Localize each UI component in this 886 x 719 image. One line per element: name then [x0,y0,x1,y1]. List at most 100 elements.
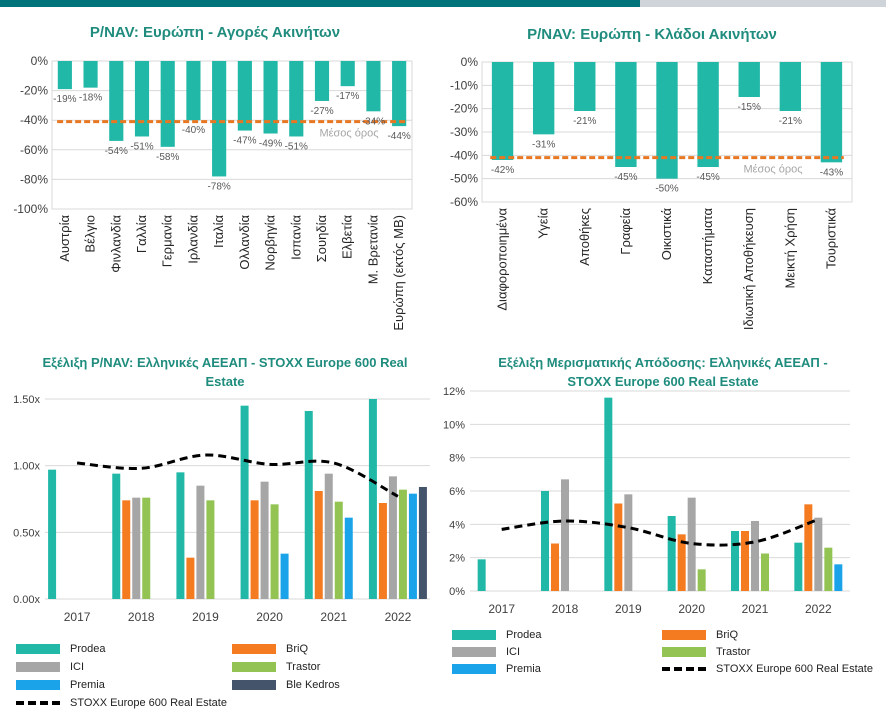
chart3-bar-prodea [240,405,249,599]
chart1-bar [289,61,304,137]
chart4-stoxx-line [501,517,819,547]
chart3-bar-ici [324,473,333,599]
chart4-legend-label: Trastor [716,646,751,658]
chart1-bar [212,61,227,177]
chart4-legend-label: STOXX Europe 600 Real Estate [716,663,873,675]
chart2-data-label: -15% [738,102,761,113]
chart3-bar-trastor [334,501,343,599]
chart4-ytick-label: 6% [449,486,465,498]
chart3-bar-ici [132,497,141,599]
chart1-category-label: Γερμανία [160,215,175,268]
chart4-bar-prodea [604,397,613,591]
chart4-legend-label: Prodea [506,629,542,641]
chart1-ytick-label: -20% [20,84,48,98]
chart1-ytick-label: 0% [31,54,49,68]
chart3-legend-label: BriQ [286,643,308,655]
chart4-bar-prodea [477,559,486,591]
chart4-bar-prodea [541,491,549,591]
chart3-category-label: 2022 [385,610,412,624]
chart4-bar-trastor [824,547,833,591]
chart3-bar-prodea [48,469,57,599]
chart3-legend-item: Premia [16,678,105,692]
chart1-ytick-label: -80% [20,172,48,186]
chart2-bar [615,62,637,167]
chart4-bar-ici [814,517,823,591]
chart3-legend-item: Trastor [232,660,320,674]
chart4-ytick-label: 10% [443,419,465,431]
chart4-ytick-label: 8% [449,453,465,465]
chart4-bar-ici [624,494,633,591]
chart4-legend-item: ICI [452,645,520,659]
chart2-data-label: -21% [779,116,802,127]
chart3-legend-item: ICI [16,660,84,674]
chart2-bar [779,62,802,111]
chart2-ytick-label: -30% [450,125,478,139]
chart4-category-label: 2017 [488,602,515,616]
chart4-ytick-label: 2% [449,553,465,565]
chart1-bar [109,61,124,141]
chart2-average-label: Μέσος όρος [743,164,802,176]
chart1-bar [314,61,330,101]
chart1-category-label: Ευρώπη (εκτός ΜΒ) [391,215,406,331]
chart4-ytick-label: 0% [449,586,465,598]
chart4-legend-swatch [662,647,706,657]
chart2-bar [820,62,843,163]
chart1-title: P/NAV: Ευρώπη - Αγορές Ακινήτων [89,24,341,41]
chart4-legend-swatch [662,630,706,640]
chart1-data-label: -18% [79,93,102,104]
chart3-ytick-label: 0.50x [13,527,40,539]
chart1-category-label: Ελβετία [340,215,355,259]
chart1-bar [237,61,252,131]
chart3-legend-label: Premia [70,679,105,691]
chart1-data-label: -58% [156,152,179,163]
chart2-data-label: -42% [491,165,514,176]
chart1-data-label: -40% [182,125,205,136]
chart1-category-label: Μ. Βρετανία [365,215,380,285]
chart1-average-label: Μέσος όρος [319,128,378,140]
chart4-legend-item: Prodea [452,628,541,642]
chart3-ytick-label: 1.00x [13,461,40,473]
chart1-category-label: Αυστρία [57,215,72,262]
chart1-data-label: -19% [53,94,76,105]
chart4-ytick-label: 4% [449,519,465,531]
chart3-legend-label: STOXX Europe 600 Real Estate [70,697,227,709]
chart2-category-label: Καταστήματα [700,208,715,285]
chart3-legend-item: BriQ [232,642,308,656]
header-bar [0,0,640,7]
chart3-title: Εξέλιξη P/NAV: Ελληνικές ΑΕΕΑΠ - STOXX E… [42,355,408,389]
chart2-ytick-label: -60% [450,195,478,209]
chart1-data-label: -78% [207,181,230,192]
chart2-data-label: -50% [655,184,678,195]
chart2-bar [491,62,514,160]
chart4-legend-item: Trastor [662,645,750,659]
chart3-bar-ici [388,476,397,599]
chart2-category-label: Οικιστικά [659,208,674,261]
chart1-bar [340,61,355,87]
chart1-category-label: Νορβηγία [263,215,278,271]
chart1-bar [263,61,278,134]
chart3-legend-label: ICI [70,661,85,673]
chart4-category-label: 2019 [615,602,642,616]
chart1-bar [57,61,72,90]
chart3-bar-trastor [270,504,279,599]
chart3-bar-prodea [304,411,313,599]
chart4-title: Εξέλιξη Μερισματικής Απόδοσης: Ελληνικές… [498,355,828,389]
chart3-bar-premia [280,553,289,599]
chart1-ytick-label: -40% [20,113,48,127]
chart1-data-label: -17% [336,91,359,102]
chart2-ytick-label: -10% [450,78,478,92]
header-bar-accent [640,0,886,7]
chart4-legend-item: BriQ [662,628,738,642]
chart1-category-label: Σουηδία [314,215,329,263]
chart4-legend-swatch [452,630,496,640]
chart4-legend-item: STOXX Europe 600 Real Estate [662,662,873,676]
chart4-legend-item: Premia [452,662,541,676]
chart2-bar [532,62,555,135]
chart1-category-label: Γαλλία [134,215,149,254]
chart3-legend-label: Prodea [70,643,106,655]
chart2-data-label: -31% [532,139,555,150]
chart4-bar-briq [741,531,749,591]
chart1-category-label: Φινλανδία [108,215,123,273]
chart1-data-label: -51% [130,141,153,152]
chart4-bar-briq [677,534,686,591]
